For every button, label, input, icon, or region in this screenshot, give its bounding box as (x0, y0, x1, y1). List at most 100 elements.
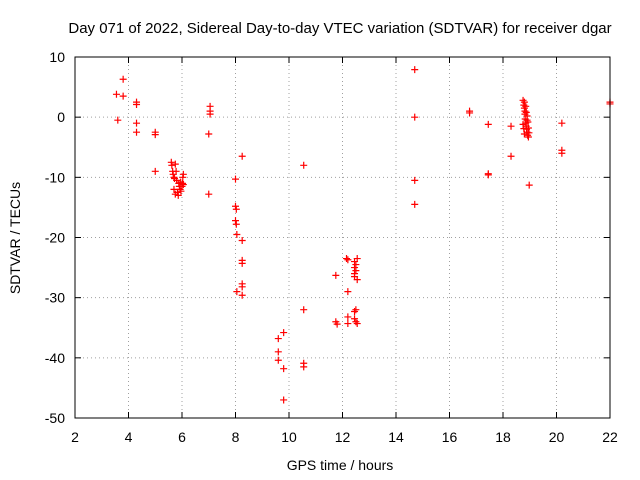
data-point (179, 170, 187, 178)
data-point (177, 187, 185, 195)
data-point (280, 396, 288, 404)
grid (75, 57, 610, 418)
data-point (344, 256, 352, 264)
data-point (332, 271, 340, 279)
data-point (300, 161, 308, 169)
data-point (232, 205, 240, 213)
data-point (133, 128, 141, 136)
data-point (174, 191, 182, 199)
data-point (232, 220, 240, 228)
data-point (232, 202, 239, 210)
y-tick-label: -20 (45, 230, 65, 246)
data-point (168, 161, 176, 169)
data-point (525, 181, 533, 189)
data-point (171, 160, 179, 168)
data-point (521, 107, 529, 115)
data-point (169, 170, 177, 178)
data-point (351, 264, 359, 272)
y-axis-label: SDTVAR / TECUs (7, 182, 23, 294)
x-tick-label: 8 (232, 429, 240, 445)
data-point (353, 276, 361, 284)
data-point (238, 152, 246, 160)
data-point (205, 190, 213, 198)
data-point (177, 178, 185, 186)
data-point (274, 335, 282, 343)
data-point (119, 75, 127, 83)
data-point (151, 167, 159, 175)
data-point (484, 120, 492, 128)
chart-title: Day 071 of 2022, Sidereal Day-to-day VTE… (68, 20, 611, 37)
data-point (484, 171, 492, 179)
data-point (353, 255, 361, 263)
y-tick-label: -40 (45, 350, 65, 366)
data-point (172, 167, 180, 175)
data-point (300, 306, 308, 314)
data-point (353, 320, 361, 328)
data-point (112, 90, 120, 98)
y-tick-label: -10 (45, 169, 65, 185)
data-point (171, 190, 179, 198)
data-point (344, 320, 352, 328)
data-point (522, 108, 530, 116)
data-point (274, 356, 282, 364)
data-point (519, 96, 527, 104)
data-point (233, 288, 241, 296)
data-point (119, 92, 127, 100)
data-point (558, 149, 566, 157)
x-tick-labels: 2 4 6 8 10 12 14 16 18 20 22 (71, 429, 618, 445)
data-point (232, 175, 239, 183)
x-tick-label: 12 (335, 429, 351, 445)
x-tick-label: 10 (281, 429, 297, 445)
x-tick-label: 14 (388, 429, 404, 445)
data-point (238, 291, 246, 299)
data-point (133, 119, 141, 127)
data-point (343, 255, 351, 263)
data-point (351, 308, 359, 316)
x-tick-label: 2 (71, 429, 79, 445)
data-point (522, 102, 530, 110)
data-point (523, 116, 531, 124)
x-axis-label: GPS time / hours (287, 457, 394, 473)
data-point (170, 185, 178, 193)
y-tick-labels: -50 -40 -30 -20 -10 0 10 (45, 49, 65, 426)
data-point (520, 130, 528, 138)
data-point (280, 329, 288, 337)
data-point (411, 200, 419, 208)
data-point (133, 101, 141, 109)
y-tick-label: 0 (57, 109, 65, 125)
data-point (333, 320, 341, 328)
y-tick-label: -50 (45, 410, 65, 426)
data-point (519, 120, 527, 128)
x-tick-label: 6 (178, 429, 186, 445)
data-point (352, 306, 360, 314)
data-point (274, 348, 282, 356)
data-point (352, 261, 360, 269)
x-tick-label: 22 (602, 429, 618, 445)
data-points (112, 66, 614, 404)
data-point (300, 363, 308, 371)
data-point (507, 122, 515, 130)
data-point (466, 109, 474, 117)
plot-frame (74, 56, 611, 419)
data-point (114, 116, 122, 124)
data-point (233, 230, 241, 238)
x-tick-label: 16 (442, 429, 458, 445)
data-point (351, 315, 359, 323)
data-point (151, 131, 159, 139)
x-tick-label: 20 (549, 429, 565, 445)
x-tick-label: 18 (495, 429, 511, 445)
x-tick-label: 4 (125, 429, 133, 445)
data-point (232, 217, 239, 225)
data-point (411, 113, 419, 121)
data-point (411, 176, 419, 184)
data-point (238, 259, 246, 267)
data-point (238, 237, 246, 245)
data-point (411, 66, 419, 74)
data-point (238, 283, 246, 291)
y-tick-label: 10 (49, 49, 65, 65)
y-tick-label: -30 (45, 290, 65, 306)
data-point (280, 365, 288, 373)
data-point (524, 133, 532, 141)
data-point (344, 313, 352, 321)
